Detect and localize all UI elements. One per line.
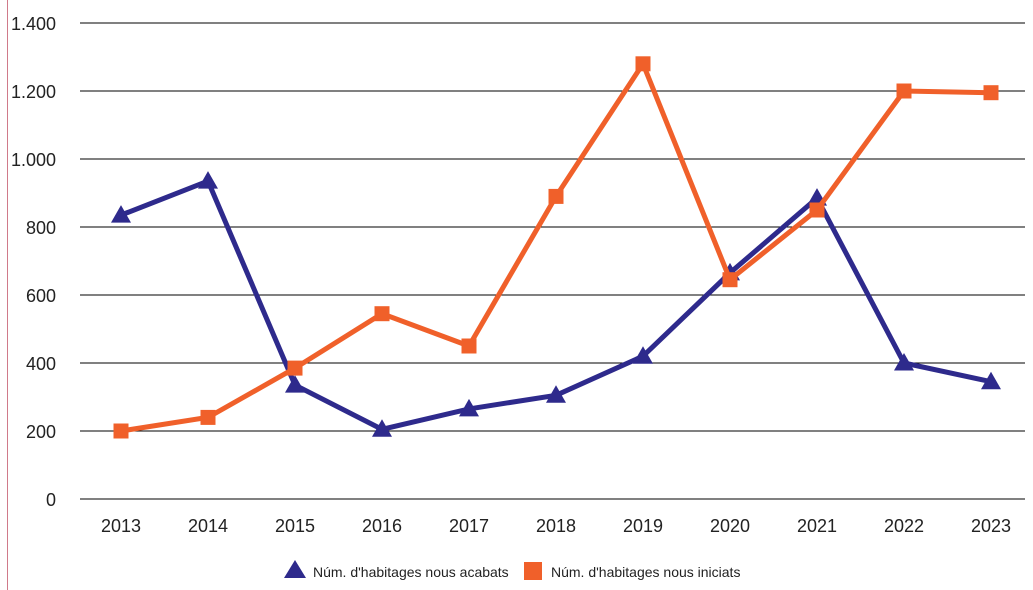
x-tick-label: 2016 <box>362 516 402 536</box>
data-point-square <box>548 188 564 204</box>
legend-item-0: Núm. d'habitages nous acabats <box>284 560 509 580</box>
x-tick-label: 2019 <box>623 516 663 536</box>
data-point-square <box>287 360 303 376</box>
y-tick-label: 200 <box>26 422 56 442</box>
y-tick-label: 400 <box>26 354 56 374</box>
data-point-square <box>809 202 825 218</box>
data-point-triangle <box>894 353 914 371</box>
data-point-triangle <box>111 205 131 223</box>
x-tick-label: 2015 <box>275 516 315 536</box>
x-tick-label: 2023 <box>971 516 1011 536</box>
y-tick-label: 800 <box>26 218 56 238</box>
legend-square-icon <box>524 562 542 580</box>
legend: Núm. d'habitages nous acabats Núm. d'habi… <box>284 560 740 580</box>
legend-label: Núm. d'habitages nous iniciats <box>551 564 740 580</box>
y-axis-ticks: 0 200 400 600 800 1.000 1.200 1.400 <box>11 14 56 510</box>
data-point-square <box>200 409 216 425</box>
data-point-square <box>374 306 390 322</box>
series-group <box>111 56 1001 439</box>
data-point-square <box>461 338 477 354</box>
data-point-square <box>896 83 912 99</box>
data-point-square <box>722 272 738 288</box>
data-point-triangle <box>633 346 653 364</box>
y-tick-label: 1.000 <box>11 150 56 170</box>
y-tick-label: 1.200 <box>11 82 56 102</box>
legend-label: Núm. d'habitages nous acabats <box>313 564 509 580</box>
data-point-triangle <box>198 171 218 189</box>
series-0 <box>111 171 1001 437</box>
x-tick-label: 2021 <box>797 516 837 536</box>
x-tick-label: 2018 <box>536 516 576 536</box>
x-tick-label: 2017 <box>449 516 489 536</box>
legend-item-1: Núm. d'habitages nous iniciats <box>524 562 740 580</box>
x-tick-label: 2022 <box>884 516 924 536</box>
data-point-triangle <box>981 371 1001 390</box>
data-point-triangle <box>546 385 566 403</box>
left-border-rule <box>7 0 8 590</box>
series-line <box>120 58 992 434</box>
x-tick-label: 2020 <box>710 516 750 536</box>
y-tick-label: 600 <box>26 286 56 306</box>
data-point-triangle <box>285 375 305 393</box>
data-point-square <box>113 423 129 439</box>
legend-triangle-icon <box>284 560 306 578</box>
data-point-triangle <box>372 419 392 437</box>
data-point-square <box>983 85 999 101</box>
series-1 <box>113 56 999 439</box>
data-point-triangle <box>459 398 479 417</box>
x-tick-label: 2014 <box>188 516 228 536</box>
y-tick-label: 1.400 <box>11 14 56 34</box>
gridlines <box>80 22 1025 500</box>
data-point-square <box>635 56 651 72</box>
x-axis-ticks: 2013 2014 2015 2016 2017 2018 2019 2020 2021 2022… <box>101 516 1011 536</box>
y-tick-label: 0 <box>46 490 56 510</box>
x-tick-label: 2013 <box>101 516 141 536</box>
